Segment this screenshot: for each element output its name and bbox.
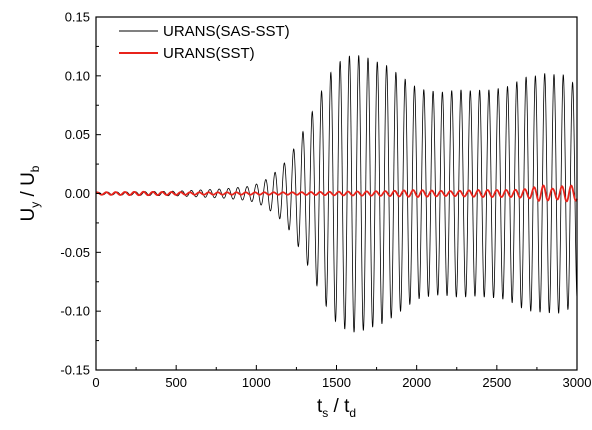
y-tick-label: -0.05 [60, 245, 90, 260]
x-axis-title: ts / td [317, 396, 356, 420]
y-axis-title: Uy / Ub [18, 165, 42, 221]
legend: URANS(SAS-SST) URANS(SST) [119, 23, 290, 62]
y-tick-label: 0.05 [65, 127, 90, 142]
y-tick-label: -0.10 [60, 304, 90, 319]
x-tick-label: 1000 [242, 375, 271, 390]
x-tick-label: 1500 [322, 375, 351, 390]
y-tick-label: 0.15 [65, 10, 90, 25]
y-axis: -0.15 -0.10 -0.05 0.00 0.05 0.10 0.15 [60, 10, 101, 378]
y-tick-label: 0.10 [65, 68, 90, 83]
x-tick-label: 3000 [563, 375, 592, 390]
x-tick-label: 500 [165, 375, 187, 390]
x-tick-label: 2000 [402, 375, 431, 390]
legend-label-sst: URANS(SST) [163, 45, 255, 62]
x-axis: 0 500 1000 1500 2000 2500 3000 [92, 365, 591, 390]
y-tick-label: 0.00 [65, 186, 90, 201]
x-tick-label: 0 [92, 375, 99, 390]
plot-series-group [95, 55, 578, 333]
x-tick-label: 2500 [482, 375, 511, 390]
series-line-sst [95, 184, 578, 203]
y-tick-label: -0.15 [60, 363, 90, 378]
legend-label-sas-sst: URANS(SAS-SST) [163, 23, 290, 40]
